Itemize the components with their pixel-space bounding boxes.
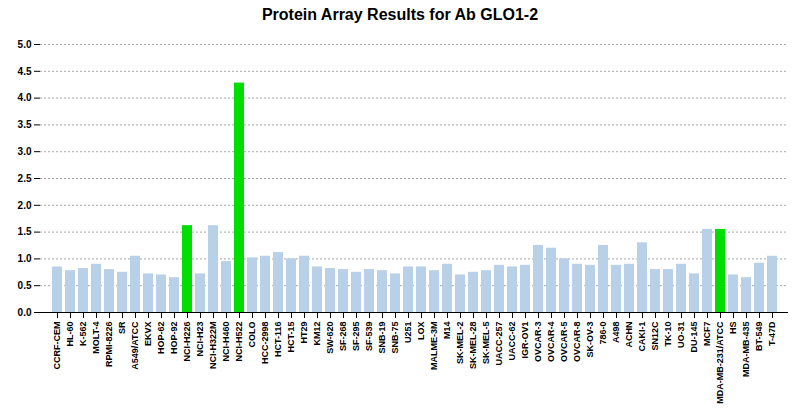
svg-text:MOLT-4: MOLT-4	[91, 322, 101, 354]
svg-text:MCF7: MCF7	[702, 322, 712, 347]
svg-text:CCRF-CEM: CCRF-CEM	[52, 322, 62, 370]
svg-text:SW-620: SW-620	[325, 322, 335, 354]
svg-text:A549/ATCC: A549/ATCC	[130, 321, 140, 370]
svg-text:TK-10: TK-10	[663, 322, 673, 347]
svg-text:786-0: 786-0	[598, 322, 608, 345]
svg-text:MDA-MB-435: MDA-MB-435	[741, 322, 751, 378]
svg-text:NCI-H322M: NCI-H322M	[208, 322, 218, 370]
html-text:Protein Array Results for Ab G: Protein Array Results for Ab GLO1-2	[261, 6, 539, 23]
svg-text:5.0: 5.0	[18, 39, 32, 50]
svg-text:SN12C: SN12C	[650, 321, 660, 351]
svg-text:OVCAR-3: OVCAR-3	[533, 322, 543, 363]
svg-text:OVCAR-5: OVCAR-5	[559, 322, 569, 363]
svg-text:BT-549: BT-549	[754, 322, 764, 352]
svg-text:SK-MEL-5: SK-MEL-5	[481, 322, 491, 365]
svg-text:SNB-75: SNB-75	[390, 322, 400, 354]
svg-text:NCI-H226: NCI-H226	[182, 322, 192, 362]
svg-text:KM12: KM12	[312, 322, 322, 346]
svg-text:SF-295: SF-295	[351, 322, 361, 352]
svg-text:COLO: COLO	[247, 322, 257, 348]
svg-text:OVCAR-8: OVCAR-8	[572, 322, 582, 363]
svg-text:SNB-19: SNB-19	[377, 322, 387, 354]
svg-text:SF-268: SF-268	[338, 322, 348, 352]
svg-text:NCI-H522: NCI-H522	[234, 322, 244, 362]
svg-text:LOX: LOX	[416, 322, 426, 341]
svg-text:UACC-62: UACC-62	[507, 322, 517, 361]
svg-text:RPMI-8226: RPMI-8226	[104, 322, 114, 368]
svg-text:HOP-92: HOP-92	[169, 322, 179, 355]
svg-text:4.5: 4.5	[18, 66, 32, 77]
svg-text:SR: SR	[117, 321, 127, 334]
svg-text:0.0: 0.0	[18, 307, 32, 318]
svg-text:MDA-MB-231/ATCC: MDA-MB-231/ATCC	[715, 321, 725, 404]
svg-text:HCC-2998: HCC-2998	[260, 322, 270, 365]
svg-text:ACHN: ACHN	[624, 322, 634, 348]
svg-text:IGR-OV1: IGR-OV1	[520, 322, 530, 359]
svg-text:HS: HS	[728, 322, 738, 335]
svg-text:T-47D: T-47D	[767, 321, 777, 346]
svg-text:1.0: 1.0	[18, 253, 32, 264]
svg-text:HOP-62: HOP-62	[156, 322, 166, 355]
svg-text:1.5: 1.5	[18, 226, 32, 237]
svg-text:SF-539: SF-539	[364, 322, 374, 352]
svg-text:HT29: HT29	[299, 322, 309, 344]
svg-text:SK-OV-3: SK-OV-3	[585, 322, 595, 358]
svg-text:MALME-3M: MALME-3M	[429, 322, 439, 371]
svg-text:SK-MEL-28: SK-MEL-28	[468, 322, 478, 370]
svg-text:3.0: 3.0	[18, 146, 32, 157]
svg-text:DU-145: DU-145	[689, 322, 699, 353]
svg-text:0.5: 0.5	[18, 280, 32, 291]
svg-text:A498: A498	[611, 322, 621, 344]
svg-text:U251: U251	[403, 322, 413, 344]
svg-text:HL-60: HL-60	[65, 322, 75, 347]
svg-text:HCT-116: HCT-116	[273, 322, 283, 358]
svg-text:UO-31: UO-31	[676, 322, 686, 349]
svg-text:CAKI-1: CAKI-1	[637, 322, 647, 352]
svg-text:EKVX: EKVX	[143, 322, 153, 347]
svg-text:2.0: 2.0	[18, 200, 32, 211]
svg-text:HCT-15: HCT-15	[286, 322, 296, 353]
svg-text:4.0: 4.0	[18, 92, 32, 103]
svg-text:M14: M14	[442, 322, 452, 340]
svg-text:SK-MEL-2: SK-MEL-2	[455, 322, 465, 365]
svg-text:3.5: 3.5	[18, 119, 32, 130]
svg-text:2.5: 2.5	[18, 173, 32, 184]
svg-text:OVCAR-4: OVCAR-4	[546, 322, 556, 363]
svg-text:UACC-257: UACC-257	[494, 322, 504, 366]
svg-text:NCI-H23: NCI-H23	[195, 322, 205, 357]
svg-text:K-562: K-562	[78, 322, 88, 347]
svg-text:NCI-H460: NCI-H460	[221, 322, 231, 362]
